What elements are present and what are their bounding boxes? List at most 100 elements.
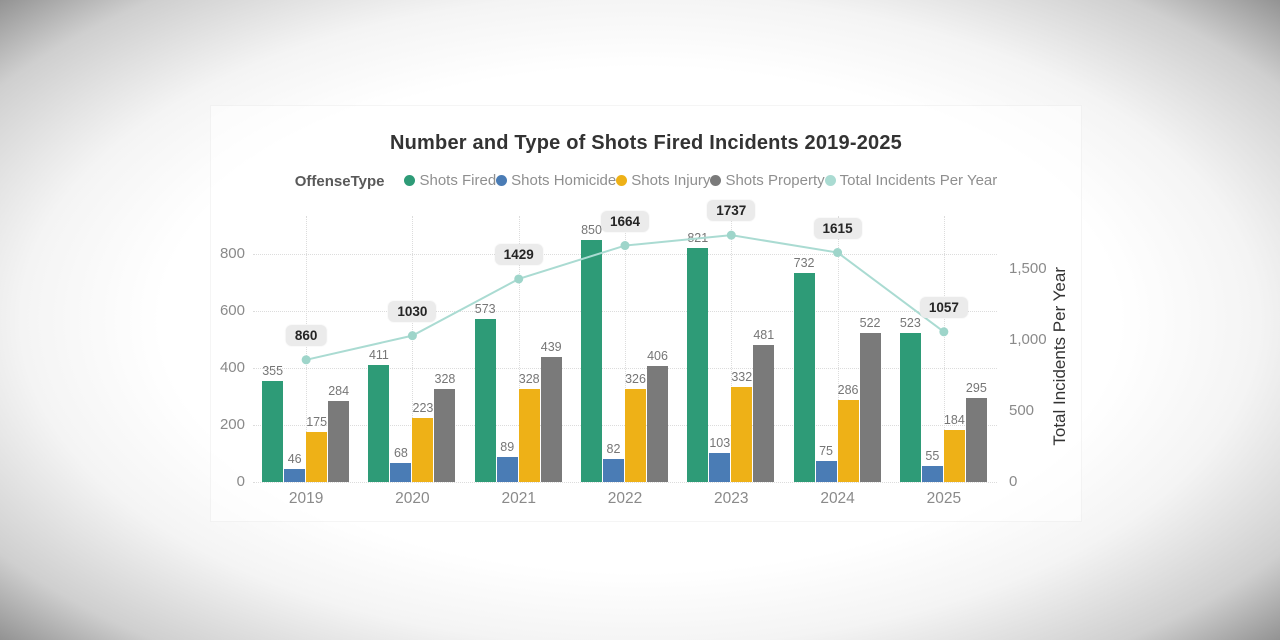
bar-value-label: 103 (709, 435, 731, 450)
legend-title: OffenseType (294, 172, 385, 190)
left-axis-tick-label: 400 (219, 358, 245, 376)
left-axis-tick-label: 0 (236, 473, 245, 490)
bar-value-label: 328 (434, 371, 456, 386)
x-axis-tick-label: 2023 (714, 490, 749, 507)
legend-item: Shots Injury (616, 172, 710, 189)
legend-item: Shots Fired (404, 172, 496, 189)
bar-shots-injury (731, 387, 753, 482)
legend-item: Total Incidents Per Year (824, 172, 998, 189)
right-axis-title-wrap: Total Incidents Per Year (1047, 206, 1073, 506)
legend-swatch-icon (496, 175, 508, 186)
legend-item-label: Shots Homicide (511, 172, 617, 189)
bar-shots-property (540, 356, 562, 482)
bar-shots-fired (687, 247, 709, 482)
vertical-gridline (518, 216, 520, 482)
legend-item-label: Shots Fired (419, 172, 497, 189)
vertical-gridline (412, 216, 414, 482)
chart-title: Number and Type of Shots Fired Incidents… (390, 132, 902, 154)
bar-value-label: 175 (306, 415, 328, 430)
bar-value-label: 68 (393, 445, 408, 460)
bar-shots-injury (943, 429, 965, 482)
x-axis-tick-label: 2020 (395, 490, 430, 507)
bar-shots-property (328, 401, 350, 482)
bar-shots-property (965, 397, 987, 482)
vertical-gridline (943, 216, 945, 482)
bar-shots-fired (474, 318, 496, 482)
bar-shots-injury (837, 400, 859, 482)
legend-item: Shots Homicide (496, 172, 616, 189)
line-marker (833, 248, 843, 258)
x-axis-tick-label: 2019 (288, 490, 324, 507)
bar-value-label: 326 (625, 372, 646, 387)
vertical-gridline (625, 216, 626, 482)
bar-value-label: 284 (328, 384, 350, 399)
chart-legend: OffenseType Shots Fired Shots Homicide Sho… (211, 172, 1081, 190)
right-axis-title: Total Incidents Per Year (1050, 266, 1069, 446)
x-axis-tick-label: 2024 (820, 490, 855, 507)
bar-shots-homicide (284, 468, 306, 482)
right-axis-tick-label: 1,000 (1009, 330, 1047, 348)
legend-swatch-icon (404, 175, 416, 186)
bar-shots-fired (793, 273, 815, 482)
line-marker (620, 241, 630, 251)
legend-item: Shots Property (710, 172, 825, 189)
left-axis-tick-label: 600 (219, 301, 245, 319)
total-value-callout: 860 (285, 324, 327, 346)
total-value-callout: 1615 (813, 217, 862, 239)
total-value-callout: 1429 (494, 243, 543, 265)
x-axis-tick-label: 2025 (926, 490, 962, 507)
bar-shots-injury (306, 432, 328, 482)
bar-value-label: 850 (581, 222, 602, 237)
legend-swatch-icon (824, 175, 836, 186)
line-marker (939, 327, 949, 337)
bar-value-label: 406 (647, 349, 668, 364)
bar-shots-injury (625, 389, 646, 482)
bar-shots-fired (899, 332, 921, 482)
bar-shots-property (434, 388, 456, 482)
bar-value-label: 573 (474, 301, 496, 316)
bar-value-label: 82 (606, 441, 621, 456)
left-axis-tick-label: 800 (219, 244, 245, 262)
bar-value-label: 75 (819, 443, 834, 458)
bar-shots-homicide (921, 466, 943, 482)
vertical-gridline (306, 216, 308, 482)
bar-shots-property (753, 344, 775, 482)
line-marker (407, 331, 417, 341)
bar-value-label: 184 (943, 412, 965, 427)
bar-value-label: 523 (899, 315, 921, 330)
vertical-gridline (837, 216, 839, 482)
bar-shots-homicide (603, 458, 624, 482)
legend-item-label: Shots Injury (631, 172, 711, 189)
chart-card: Number and Type of Shots Fired Incidents… (210, 105, 1082, 522)
left-axis-tick-label: 200 (219, 415, 245, 433)
horizontal-gridline (253, 482, 997, 483)
legend-item-label: Total Incidents Per Year (839, 172, 998, 189)
bar-value-label: 286 (837, 383, 859, 398)
bar-value-label: 223 (412, 401, 434, 416)
right-axis-tick-label: 0 (1009, 473, 1018, 490)
total-value-callout: 1057 (919, 296, 968, 318)
bar-shots-homicide (815, 460, 837, 482)
bar-shots-homicide (496, 456, 518, 482)
vertical-gridline (731, 216, 733, 482)
bar-shots-homicide (390, 462, 412, 482)
bar-shots-fired (368, 364, 390, 482)
bar-value-label: 46 (287, 451, 302, 466)
x-axis-tick-label: 2022 (607, 490, 643, 507)
bar-value-label: 332 (731, 370, 753, 385)
legend-items: Shots Fired Shots Homicide Shots Injury Sho… (404, 172, 997, 190)
bar-value-label: 439 (540, 339, 562, 354)
bar-value-label: 481 (753, 327, 775, 342)
bar-shots-homicide (709, 452, 731, 482)
bar-shots-injury (518, 388, 540, 482)
bar-shots-fired (581, 239, 602, 482)
x-axis-tick-label: 2021 (501, 490, 536, 507)
bar-value-label: 732 (793, 256, 815, 271)
bar-shots-property (859, 333, 881, 482)
line-marker (726, 230, 736, 240)
line-marker (301, 355, 311, 365)
total-value-callout: 1664 (600, 210, 650, 232)
bar-value-label: 89 (500, 439, 515, 454)
bar-value-label: 522 (859, 316, 881, 331)
right-axis-tick-label: 1,500 (1009, 259, 1047, 277)
